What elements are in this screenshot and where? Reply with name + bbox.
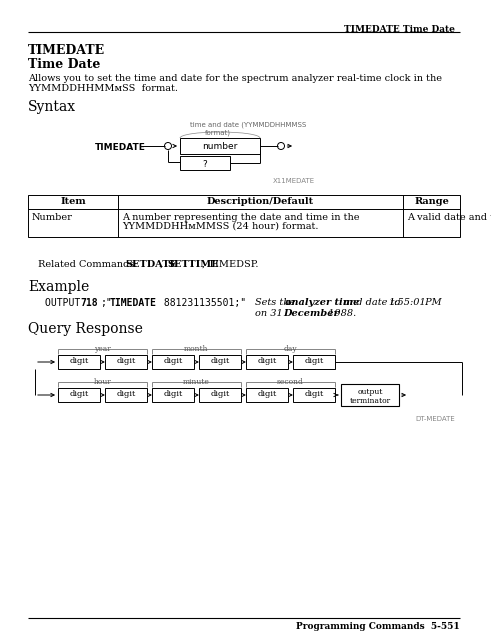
- Bar: [246, 388, 288, 402]
- Text: 718: 718: [80, 298, 98, 308]
- Circle shape: [164, 143, 171, 150]
- Text: Range: Range: [414, 197, 449, 206]
- Text: second: second: [277, 378, 304, 386]
- Bar: [293, 355, 335, 369]
- Text: A number representing the date and time in the: A number representing the date and time …: [122, 213, 359, 222]
- Text: SETDATE: SETDATE: [125, 260, 177, 269]
- Bar: [293, 388, 335, 402]
- Text: YYMMDDHHᴍMMSS (24 hour) format.: YYMMDDHHᴍMMSS (24 hour) format.: [122, 222, 319, 231]
- Text: number: number: [202, 142, 238, 151]
- Text: YYMMDDHHMMᴍSS  format.: YYMMDDHHMMᴍSS format.: [28, 84, 178, 93]
- Text: digit: digit: [69, 357, 89, 365]
- Text: PM: PM: [422, 298, 441, 307]
- Text: OUTPUT: OUTPUT: [45, 298, 86, 308]
- Text: Query Response: Query Response: [28, 322, 143, 336]
- Text: Number: Number: [32, 213, 73, 222]
- Text: ?: ?: [203, 160, 207, 169]
- Text: hour: hour: [94, 378, 111, 386]
- Text: 881231135501;": 881231135501;": [158, 298, 246, 308]
- Text: month: month: [184, 345, 209, 353]
- Text: DT-MEDATE: DT-MEDATE: [415, 416, 455, 422]
- Text: on 31: on 31: [255, 309, 286, 318]
- Text: Sets the: Sets the: [255, 298, 299, 307]
- Text: digit: digit: [116, 357, 136, 365]
- Text: day: day: [284, 345, 298, 353]
- Text: TIMEDATE: TIMEDATE: [28, 44, 105, 57]
- Bar: [152, 355, 194, 369]
- Text: output
terminator: output terminator: [350, 388, 390, 405]
- Text: analyzer time: analyzer time: [285, 298, 359, 307]
- Bar: [341, 384, 399, 406]
- Text: digit: digit: [164, 357, 183, 365]
- Bar: [58, 388, 100, 402]
- Text: digit: digit: [69, 390, 89, 398]
- Text: 1:55:01: 1:55:01: [388, 298, 426, 307]
- Text: , TIMEDSP.: , TIMEDSP.: [202, 260, 258, 269]
- Circle shape: [277, 143, 284, 150]
- Text: Example: Example: [28, 280, 89, 294]
- Bar: [199, 355, 241, 369]
- Text: Time Date: Time Date: [28, 58, 100, 71]
- Bar: [180, 138, 260, 154]
- Text: Syntax: Syntax: [28, 100, 76, 114]
- Text: December: December: [283, 309, 339, 318]
- Text: year: year: [94, 345, 111, 353]
- Text: digit: digit: [257, 357, 277, 365]
- Bar: [105, 388, 147, 402]
- Bar: [199, 388, 241, 402]
- Text: digit: digit: [304, 357, 324, 365]
- Bar: [28, 195, 460, 237]
- Bar: [105, 355, 147, 369]
- Text: 1988.: 1988.: [325, 309, 356, 318]
- Text: digit: digit: [257, 390, 277, 398]
- Text: TIMEDATE: TIMEDATE: [110, 298, 157, 308]
- Text: X11MEDATE: X11MEDATE: [273, 178, 315, 184]
- Text: format): format): [205, 130, 231, 136]
- Text: Item: Item: [60, 197, 86, 206]
- Text: SETTIME: SETTIME: [167, 260, 218, 269]
- Bar: [180, 156, 230, 170]
- Text: time and date (YYMMDDHHMMSS: time and date (YYMMDDHHMMSS: [190, 122, 306, 129]
- Text: Allows you to set the time and date for the spectrum analyzer real-time clock in: Allows you to set the time and date for …: [28, 74, 442, 83]
- Text: minute: minute: [183, 378, 210, 386]
- Text: Related Commands:: Related Commands:: [38, 260, 140, 269]
- Bar: [152, 388, 194, 402]
- Text: TIMEDATE: TIMEDATE: [95, 143, 146, 152]
- Text: digit: digit: [304, 390, 324, 398]
- Text: ,: ,: [160, 260, 166, 269]
- Text: digit: digit: [210, 390, 230, 398]
- Text: TIMEDATE Time Date: TIMEDATE Time Date: [344, 25, 455, 34]
- Bar: [58, 355, 100, 369]
- Text: and date to: and date to: [341, 298, 404, 307]
- Text: ;": ;": [100, 298, 112, 308]
- Text: digit: digit: [164, 390, 183, 398]
- Text: A valid date and time.: A valid date and time.: [407, 213, 491, 222]
- Bar: [246, 355, 288, 369]
- Text: Description/Default: Description/Default: [207, 197, 314, 206]
- Text: digit: digit: [116, 390, 136, 398]
- Text: Programming Commands  5-551: Programming Commands 5-551: [296, 622, 460, 631]
- Text: digit: digit: [210, 357, 230, 365]
